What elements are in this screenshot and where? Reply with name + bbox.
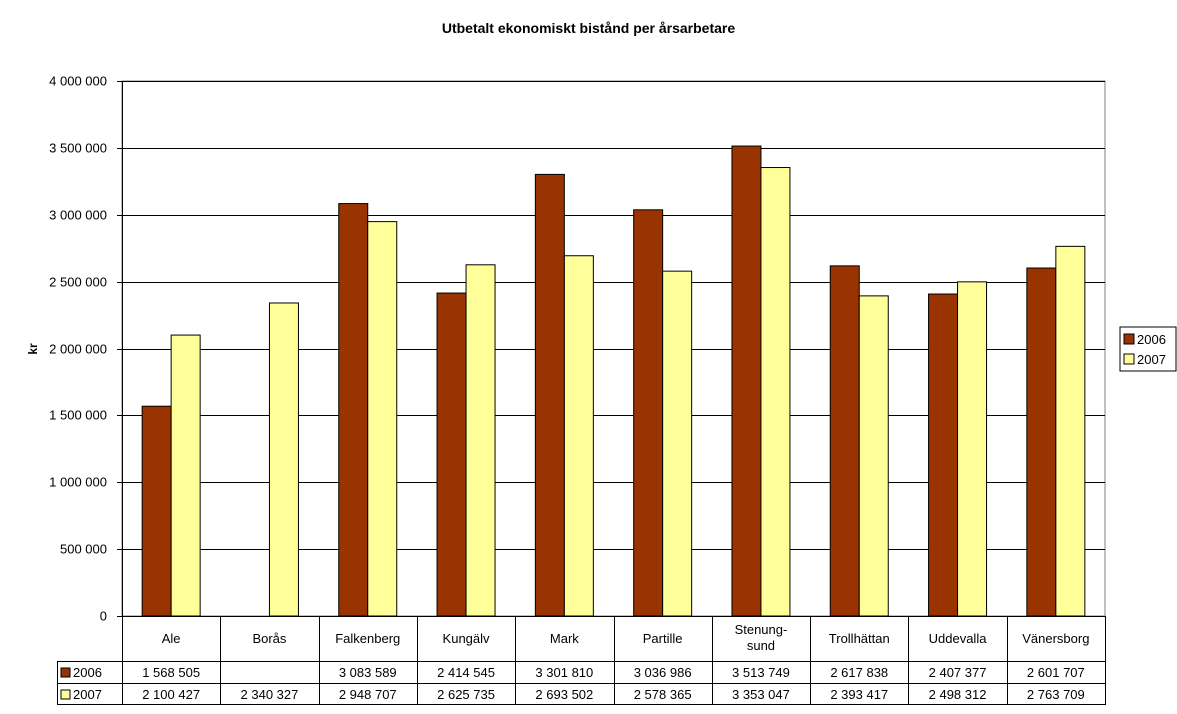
bar-2007-4 xyxy=(564,256,593,616)
x-tick-label: Stenung-sund xyxy=(735,622,788,653)
legend-label: 2007 xyxy=(1137,352,1166,367)
data-label: 3 083 589 xyxy=(339,665,397,680)
bar-2006-8 xyxy=(929,294,958,616)
y-tick-label: 3 000 000 xyxy=(49,208,107,223)
x-tick-label: Falkenberg xyxy=(335,631,400,646)
bar-2007-0 xyxy=(171,335,200,616)
bar-2007-8 xyxy=(958,282,987,616)
data-label: 3 301 810 xyxy=(535,665,593,680)
x-tick-label: Partille xyxy=(643,631,683,646)
legend-swatch-2007 xyxy=(1124,354,1134,364)
data-label: 3 353 047 xyxy=(732,687,790,702)
bar-2007-7 xyxy=(859,296,888,616)
x-tick-label: Borås xyxy=(252,631,286,646)
data-label: 2 340 327 xyxy=(241,687,299,702)
bar-2007-2 xyxy=(368,222,397,616)
data-label: 3 513 749 xyxy=(732,665,790,680)
data-label: 2 948 707 xyxy=(339,687,397,702)
y-tick-label: 0 xyxy=(100,609,107,624)
x-tick-label: Uddevalla xyxy=(929,631,988,646)
data-label: 1 568 505 xyxy=(142,665,200,680)
bar-2006-0 xyxy=(142,406,171,616)
y-tick-label: 1 500 000 xyxy=(49,408,107,423)
y-tick-label: 1 000 000 xyxy=(49,475,107,490)
bar-2007-6 xyxy=(761,168,790,616)
y-tick-label: 500 000 xyxy=(60,542,107,557)
bar-2006-5 xyxy=(634,210,663,616)
data-label: 2 601 707 xyxy=(1027,665,1085,680)
table-key-2007 xyxy=(61,690,70,699)
bar-2006-3 xyxy=(437,293,466,616)
legend: 2006 2007 xyxy=(1120,327,1176,371)
data-label: 2 763 709 xyxy=(1027,687,1085,702)
data-table: Ale Borås Falkenberg Kungälv Mark Partille Ste… xyxy=(57,616,1106,705)
bar-2006-2 xyxy=(339,204,368,616)
table-series-label: 2007 xyxy=(73,687,102,702)
data-label: 2 414 545 xyxy=(437,665,495,680)
data-label: 2 100 427 xyxy=(142,687,200,702)
bar-2007-1 xyxy=(269,303,298,616)
table-key-2006 xyxy=(61,668,70,677)
bar-2007-3 xyxy=(466,265,495,616)
data-label: 2 498 312 xyxy=(929,687,987,702)
data-label: 3 036 986 xyxy=(634,665,692,680)
x-tick-label: Trollhättan xyxy=(829,631,890,646)
data-label: 2 693 502 xyxy=(535,687,593,702)
y-axis-label: kr xyxy=(26,343,40,355)
table-series-label: 2006 xyxy=(73,665,102,680)
bar-2006-9 xyxy=(1027,268,1056,616)
bar-2006-6 xyxy=(732,146,761,616)
data-label: 2 617 838 xyxy=(830,665,888,680)
y-tick-label: 3 500 000 xyxy=(49,141,107,156)
x-tick-label: Vänersborg xyxy=(1022,631,1089,646)
x-tick-label: Ale xyxy=(162,631,181,646)
bar-2006-7 xyxy=(830,266,859,616)
legend-swatch-2006 xyxy=(1124,334,1134,344)
legend-label: 2006 xyxy=(1137,332,1166,347)
y-tick-label: 2 500 000 xyxy=(49,275,107,290)
data-label: 2 393 417 xyxy=(830,687,888,702)
data-label: 2 578 365 xyxy=(634,687,692,702)
y-tick-label: 2 000 000 xyxy=(49,342,107,357)
axis-layer: 0 500 000 1 000 000 1 500 000 2 000 000 2 500… xyxy=(49,74,122,624)
x-tick-label: Mark xyxy=(550,631,579,646)
y-tick-label: 4 000 000 xyxy=(49,74,107,89)
data-label: 2 407 377 xyxy=(929,665,987,680)
bar-2007-5 xyxy=(663,271,692,616)
bars-layer xyxy=(142,146,1085,616)
bar-2006-4 xyxy=(535,174,564,616)
bar-2007-9 xyxy=(1056,246,1085,616)
x-tick-label: Kungälv xyxy=(443,631,490,646)
data-label: 2 625 735 xyxy=(437,687,495,702)
